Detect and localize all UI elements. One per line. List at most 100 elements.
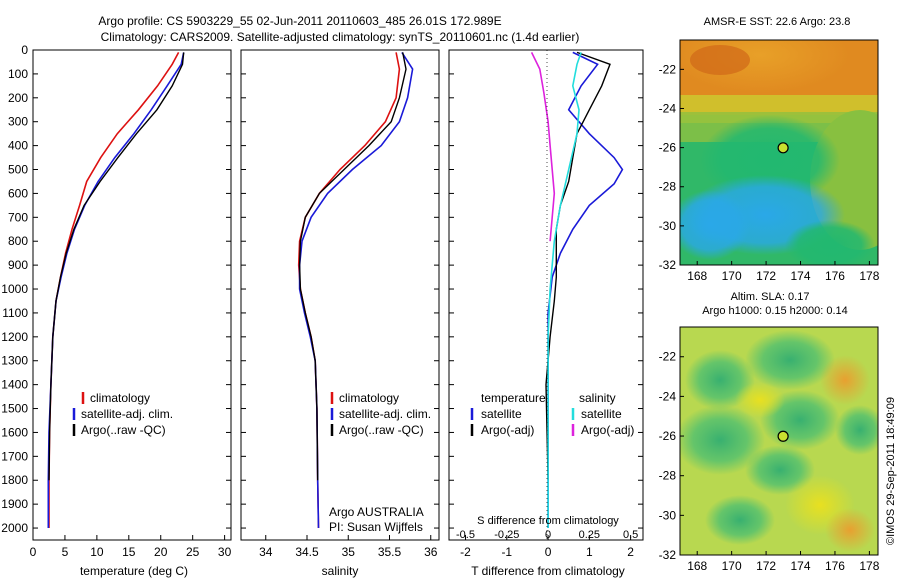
sst-map-title: AMSR-E SST: 22.6 Argo: 23.8 bbox=[704, 16, 851, 28]
depth-tick-label: 300 bbox=[8, 115, 28, 129]
legend-label: satellite-adj. clim. bbox=[339, 407, 431, 421]
legend-label: satellite-adj. clim. bbox=[81, 407, 173, 421]
map-y-tick-label: -28 bbox=[659, 180, 677, 194]
sla-map-title-line2: Argo h1000: 0.15 h2000: 0.14 bbox=[702, 305, 848, 317]
argo-location-marker bbox=[777, 142, 789, 154]
legend-label: satellite bbox=[581, 407, 622, 421]
top-tick-label: 0 bbox=[545, 529, 551, 541]
sla-map-title-line1: Altim. SLA: 0.17 bbox=[731, 291, 810, 303]
map-x-tick-label: 170 bbox=[722, 559, 742, 573]
salinity-plot-frame bbox=[240, 49, 440, 541]
series-line-climatology bbox=[48, 52, 180, 528]
difference-x-ticks: -2 -1 0 1 2 bbox=[449, 49, 643, 559]
salinity-series bbox=[297, 51, 414, 529]
x-tick-label: 2 bbox=[627, 545, 634, 559]
top-tick-label: 0.25 bbox=[579, 529, 600, 541]
sst-map-x-ticks: 168 170 172 174 176 178 bbox=[687, 261, 880, 283]
depth-tick-label: 1200 bbox=[1, 330, 28, 344]
sst-heatmap bbox=[680, 40, 878, 265]
map-y-tick-label: -32 bbox=[659, 258, 677, 272]
map-x-tick-label: 174 bbox=[791, 559, 811, 573]
map-y-tick-label: -32 bbox=[659, 548, 677, 562]
pi-label: PI: Susan Wijffels bbox=[329, 520, 423, 534]
legend-label: Argo(-adj) bbox=[481, 423, 534, 437]
map-y-tick-label: -22 bbox=[659, 62, 677, 76]
map-x-tick-label: 174 bbox=[791, 269, 811, 283]
series-line-argo bbox=[298, 52, 407, 481]
map-y-tick-label: -26 bbox=[659, 141, 677, 155]
depth-tick-label: 800 bbox=[8, 234, 28, 248]
depth-tick-label: 1400 bbox=[1, 378, 28, 392]
temperature-legend: climatology satellite-adj. clim. Argo(..… bbox=[72, 391, 173, 437]
x-tick-label: 0 bbox=[545, 545, 552, 559]
difference-legend: temperature salinity satellite Argo(-adj… bbox=[470, 391, 634, 437]
map-x-tick-label: 178 bbox=[859, 559, 879, 573]
temperature-x-ticks: 0 5 10 15 20 25 30 bbox=[30, 49, 232, 559]
x-tick-label: 35 bbox=[342, 545, 356, 559]
salinity-x-ticks: 34 34.5 35 35.5 36 bbox=[241, 49, 439, 559]
series-line-climatology bbox=[297, 52, 401, 529]
depth-tick-label: 1800 bbox=[1, 473, 28, 487]
legend-label: Argo(..raw -QC) bbox=[339, 423, 424, 437]
figure-title-line1: Argo profile: CS 5903229_55 02-Jun-2011 … bbox=[98, 14, 501, 28]
depth-tick-label: 500 bbox=[8, 163, 28, 177]
map-y-tick-label: -22 bbox=[659, 350, 677, 364]
x-tick-label: 5 bbox=[62, 545, 69, 559]
legend-temperature-title: temperature bbox=[481, 391, 546, 405]
map-y-tick-label: -30 bbox=[659, 508, 677, 522]
difference-x-label: T difference from climatology bbox=[471, 564, 625, 578]
temperature-x-label: temperature (deg C) bbox=[80, 564, 188, 578]
legend-label: Argo(..raw -QC) bbox=[81, 423, 166, 437]
map-y-tick-label: -24 bbox=[659, 389, 677, 403]
map-x-tick-label: 172 bbox=[756, 269, 776, 283]
temperature-plot-frame bbox=[32, 49, 232, 541]
map-x-tick-label: 168 bbox=[687, 269, 707, 283]
depth-tick-label: 1000 bbox=[1, 282, 28, 296]
depth-tick-label: 900 bbox=[8, 258, 28, 272]
salinity-legend: climatology satellite-adj. clim. Argo(..… bbox=[330, 391, 431, 437]
top-tick-label: 0.5 bbox=[623, 529, 638, 541]
sst-map-y-ticks: -22 -24 -26 -28 -30 -32 bbox=[659, 62, 684, 272]
depth-tick-label: 200 bbox=[8, 91, 28, 105]
x-tick-label: 36 bbox=[424, 545, 438, 559]
map-x-tick-label: 176 bbox=[825, 559, 845, 573]
legend-label: climatology bbox=[339, 391, 399, 405]
top-tick-label: -0.25 bbox=[494, 529, 519, 541]
map-y-tick-label: -26 bbox=[659, 429, 677, 443]
x-tick-label: 25 bbox=[186, 545, 200, 559]
argo-location-marker bbox=[777, 430, 789, 442]
x-tick-label: -1 bbox=[501, 545, 512, 559]
argo-program-label: Argo AUSTRALIA bbox=[329, 505, 424, 519]
x-tick-label: 15 bbox=[122, 545, 136, 559]
depth-tick-label: 100 bbox=[8, 67, 28, 81]
x-tick-label: 20 bbox=[154, 545, 168, 559]
difference-top-ticks: -0.5 -0.25 0 0.25 0.5 bbox=[456, 529, 638, 541]
imos-credit: ©IMOS 29-Sep-2011 18:49:09 bbox=[885, 397, 897, 545]
depth-tick-label: 1500 bbox=[1, 402, 28, 416]
x-tick-label: 10 bbox=[90, 545, 104, 559]
x-tick-label: 0 bbox=[30, 545, 37, 559]
difference-top-x-label: S difference from climatology bbox=[477, 515, 619, 527]
x-tick-label: 1 bbox=[586, 545, 593, 559]
sla-map-frame bbox=[679, 326, 879, 556]
depth-tick-label: 1300 bbox=[1, 354, 28, 368]
map-y-tick-label: -28 bbox=[659, 469, 677, 483]
x-tick-label: 30 bbox=[218, 545, 232, 559]
x-tick-label: 34.5 bbox=[295, 545, 319, 559]
map-y-tick-label: -30 bbox=[659, 219, 677, 233]
depth-tick-label: 2000 bbox=[1, 521, 28, 535]
map-x-tick-label: 170 bbox=[722, 269, 742, 283]
depth-tick-label: 600 bbox=[8, 186, 28, 200]
sst-map-frame bbox=[679, 39, 879, 266]
map-x-tick-label: 178 bbox=[859, 269, 879, 283]
legend-label: satellite bbox=[481, 407, 522, 421]
sla-map-y-ticks: -22 -24 -26 -28 -30 -32 bbox=[659, 350, 684, 562]
depth-tick-label: 1600 bbox=[1, 425, 28, 439]
x-tick-label: 34 bbox=[259, 545, 273, 559]
difference-plot-frame bbox=[448, 49, 644, 541]
legend-label: climatology bbox=[90, 391, 150, 405]
series-line-cyan bbox=[547, 52, 582, 528]
sla-map-x-ticks: 168 170 172 174 176 178 bbox=[687, 551, 880, 573]
top-tick-label: -0.5 bbox=[456, 529, 475, 541]
